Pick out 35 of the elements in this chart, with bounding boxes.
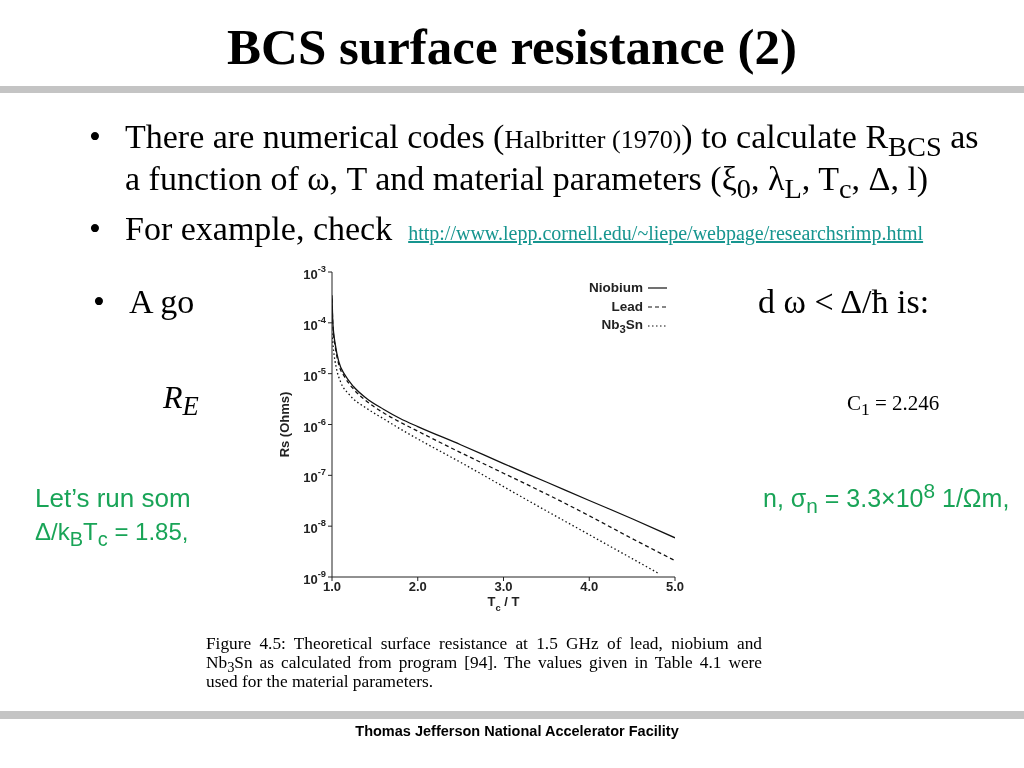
y-tick-label: 10$^{-8}$ <box>303 518 326 536</box>
y-axis-title: Rs (Ohms) <box>276 391 292 458</box>
legend-label: Niobium <box>589 280 643 295</box>
x-tick-label: 3.0 <box>494 578 513 594</box>
y-tick-label: 10$^{-5}$ <box>303 365 326 384</box>
text: For example, check <box>125 209 393 247</box>
text: • <box>93 281 106 321</box>
x-tick-label: 5.0 <box>665 578 685 594</box>
text: There are numerical codes ( <box>125 117 505 155</box>
text: d ω < Δ/ħ is: <box>758 282 930 320</box>
text: C$_{1}$ = 2.246 <box>847 390 940 419</box>
text: Halbritter (1970) <box>504 124 682 154</box>
y-tick-label: 10$^{-3}$ <box>303 264 326 282</box>
text: • <box>89 116 102 156</box>
chart-title: BCS surface resistance (2) <box>227 19 797 75</box>
x-tick-label: 2.0 <box>408 578 427 594</box>
text: R$_{E}$ <box>163 378 199 422</box>
legend-label: Lead <box>611 299 643 314</box>
text: n, σ$_{n}$ = 3.3×10$^{8}$ 1/Ωm, <box>763 478 1010 517</box>
x-axis-title: T$_{c}$ / T <box>487 594 520 613</box>
x-tick-label: 1.0 <box>322 578 342 594</box>
text: A go <box>129 282 195 320</box>
text: Δ/k$_{B}$T$_{c}$ = 1.85, <box>35 518 189 551</box>
caption: Figure 4.5: Theoretical surface resistance at 1.5 GHz of lead, niobium and Nb$_{3}$Sn as calculated from program [94]. The values given in Table 4.1 were used for the material parameters. <box>206 633 762 691</box>
y-tick-label: 10$^{-4}$ <box>303 314 327 333</box>
legend-label: Nb$_{3}$Sn <box>601 316 643 335</box>
text: http://www.lepp.cornell.edu/~liepe/webpage/researchsrimp.html <box>408 221 924 244</box>
y-tick-label: 10$^{-7}$ <box>303 467 326 485</box>
text: Let’s run som <box>35 482 191 513</box>
text: ) to calculate R$_{BCS}$ as <box>681 117 979 162</box>
x-tick-label: 4.0 <box>580 578 599 594</box>
text: a function of ω, T and material parameters (ξ$_{0}$, λ$_{L}$, T$_{c}$, Δ, l) <box>125 159 929 204</box>
text: Thomas Jefferson National Accelerator Facility <box>355 722 679 739</box>
text: • <box>89 208 102 248</box>
y-tick-label: 10$^{-6}$ <box>303 416 326 434</box>
